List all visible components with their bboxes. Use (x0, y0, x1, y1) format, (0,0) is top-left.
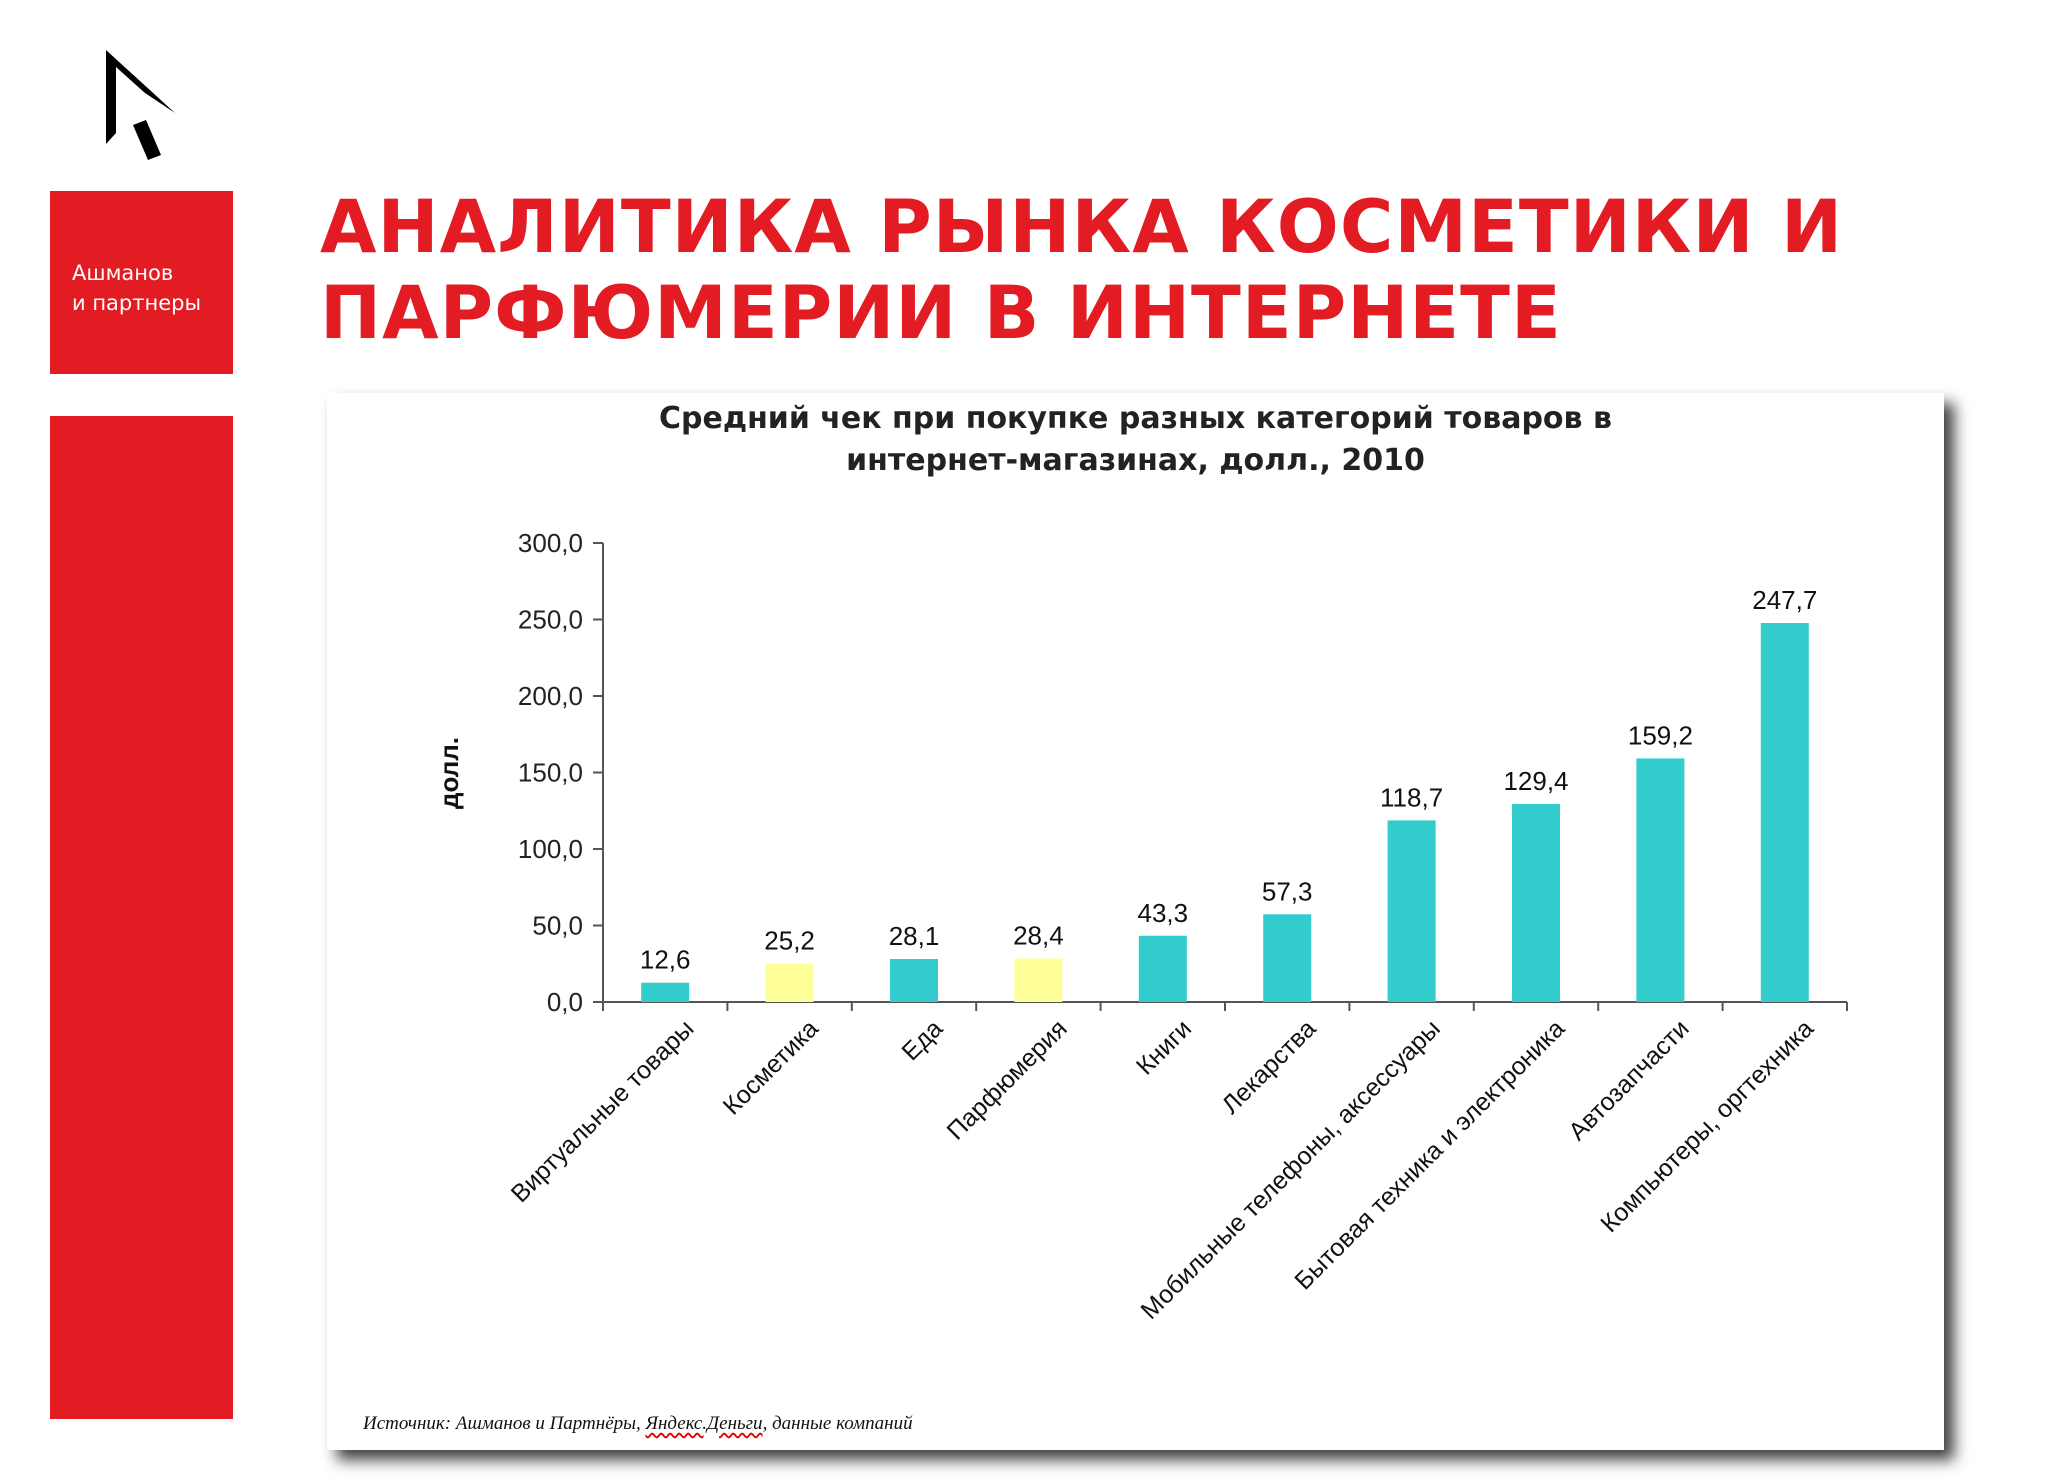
chart-title-line1: Средний чек при покупке разных категорий… (659, 401, 1612, 436)
category-label: Компьютеры, оргтехника (1595, 1014, 1819, 1238)
y-tick-label: 100,0 (518, 834, 583, 864)
category-label: Автозапчасти (1563, 1014, 1694, 1145)
category-label: Косметика (718, 1014, 824, 1120)
y-tick-label: 0,0 (547, 987, 583, 1017)
bar-value-label: 247,7 (1752, 585, 1817, 615)
page-title-line1: АНАЛИТИКА РЫНКА КОСМЕТИКИ И (320, 185, 1844, 270)
category-label: Лекарства (1216, 1014, 1321, 1119)
bar-value-label: 28,4 (1013, 921, 1064, 951)
category-label: Еда (897, 1014, 949, 1066)
category-label: Бытовая техника и электроника (1289, 1014, 1570, 1295)
bar (1760, 623, 1809, 1002)
brand-block: Ашманов и партнеры (50, 191, 233, 374)
category-label: Виртуальные товары (506, 1014, 700, 1208)
bar-value-label: 28,1 (889, 921, 940, 951)
source-yandex-money: Яндекс.Деньги (645, 1413, 763, 1434)
bar-value-label: 159,2 (1628, 720, 1693, 750)
chart-panel: Средний чек при покупке разных категорий… (327, 393, 1944, 1450)
bar-value-label: 12,6 (640, 945, 691, 975)
chart-source: Источник: Ашманов и Партнёры, Яндекс.Ден… (363, 1413, 913, 1435)
bar-value-label: 43,3 (1137, 898, 1188, 928)
brand-name-line1: Ашманов (72, 261, 174, 285)
decorative-side-bar (50, 416, 233, 1419)
y-tick-label: 200,0 (518, 681, 583, 711)
bar (1636, 758, 1685, 1002)
y-axis-label: долл. (434, 737, 464, 809)
bar-value-label: 25,2 (764, 925, 815, 955)
bar (1263, 914, 1312, 1002)
source-suffix: , данные компаний (762, 1413, 913, 1434)
ashmanov-arrow-logo-icon (106, 50, 175, 160)
y-tick-label: 250,0 (518, 605, 583, 635)
source-prefix: Источник: Ашманов и Партнёры, (363, 1413, 646, 1434)
bar (890, 959, 938, 1002)
bar (1512, 804, 1560, 1002)
category-label: Книги (1131, 1014, 1197, 1080)
category-label: Парфюмерия (942, 1014, 1073, 1145)
bar (765, 963, 814, 1002)
page-title-line2: ПАРФЮМЕРИИ В ИНТЕРНЕТЕ (320, 271, 1562, 356)
bar-value-label: 57,3 (1262, 876, 1313, 906)
page-title: АНАЛИТИКА РЫНКА КОСМЕТИКИ И ПАРФЮМЕРИИ В… (320, 185, 1843, 357)
bar (641, 982, 690, 1002)
bar (1387, 820, 1436, 1002)
y-tick-label: 300,0 (518, 528, 583, 558)
bar-chart: 0,0 50,0 100,0 150,0 200,0 250,0 300,0 долл. 12,… (434, 528, 1848, 1325)
brand-name-line2: и партнеры (72, 291, 202, 315)
brand-name: Ашманов и партнеры (72, 258, 201, 318)
bar (1138, 935, 1187, 1002)
y-tick-label: 150,0 (518, 758, 583, 788)
chart-title: Средний чек при покупке разных категорий… (327, 398, 1944, 482)
bar (1014, 958, 1063, 1002)
y-tick-label: 50,0 (532, 911, 583, 941)
chart-title-line2: интернет-магазинах, долл., 2010 (846, 443, 1425, 478)
bar-value-label: 118,7 (1380, 782, 1443, 812)
bar-value-label: 129,4 (1503, 766, 1568, 796)
